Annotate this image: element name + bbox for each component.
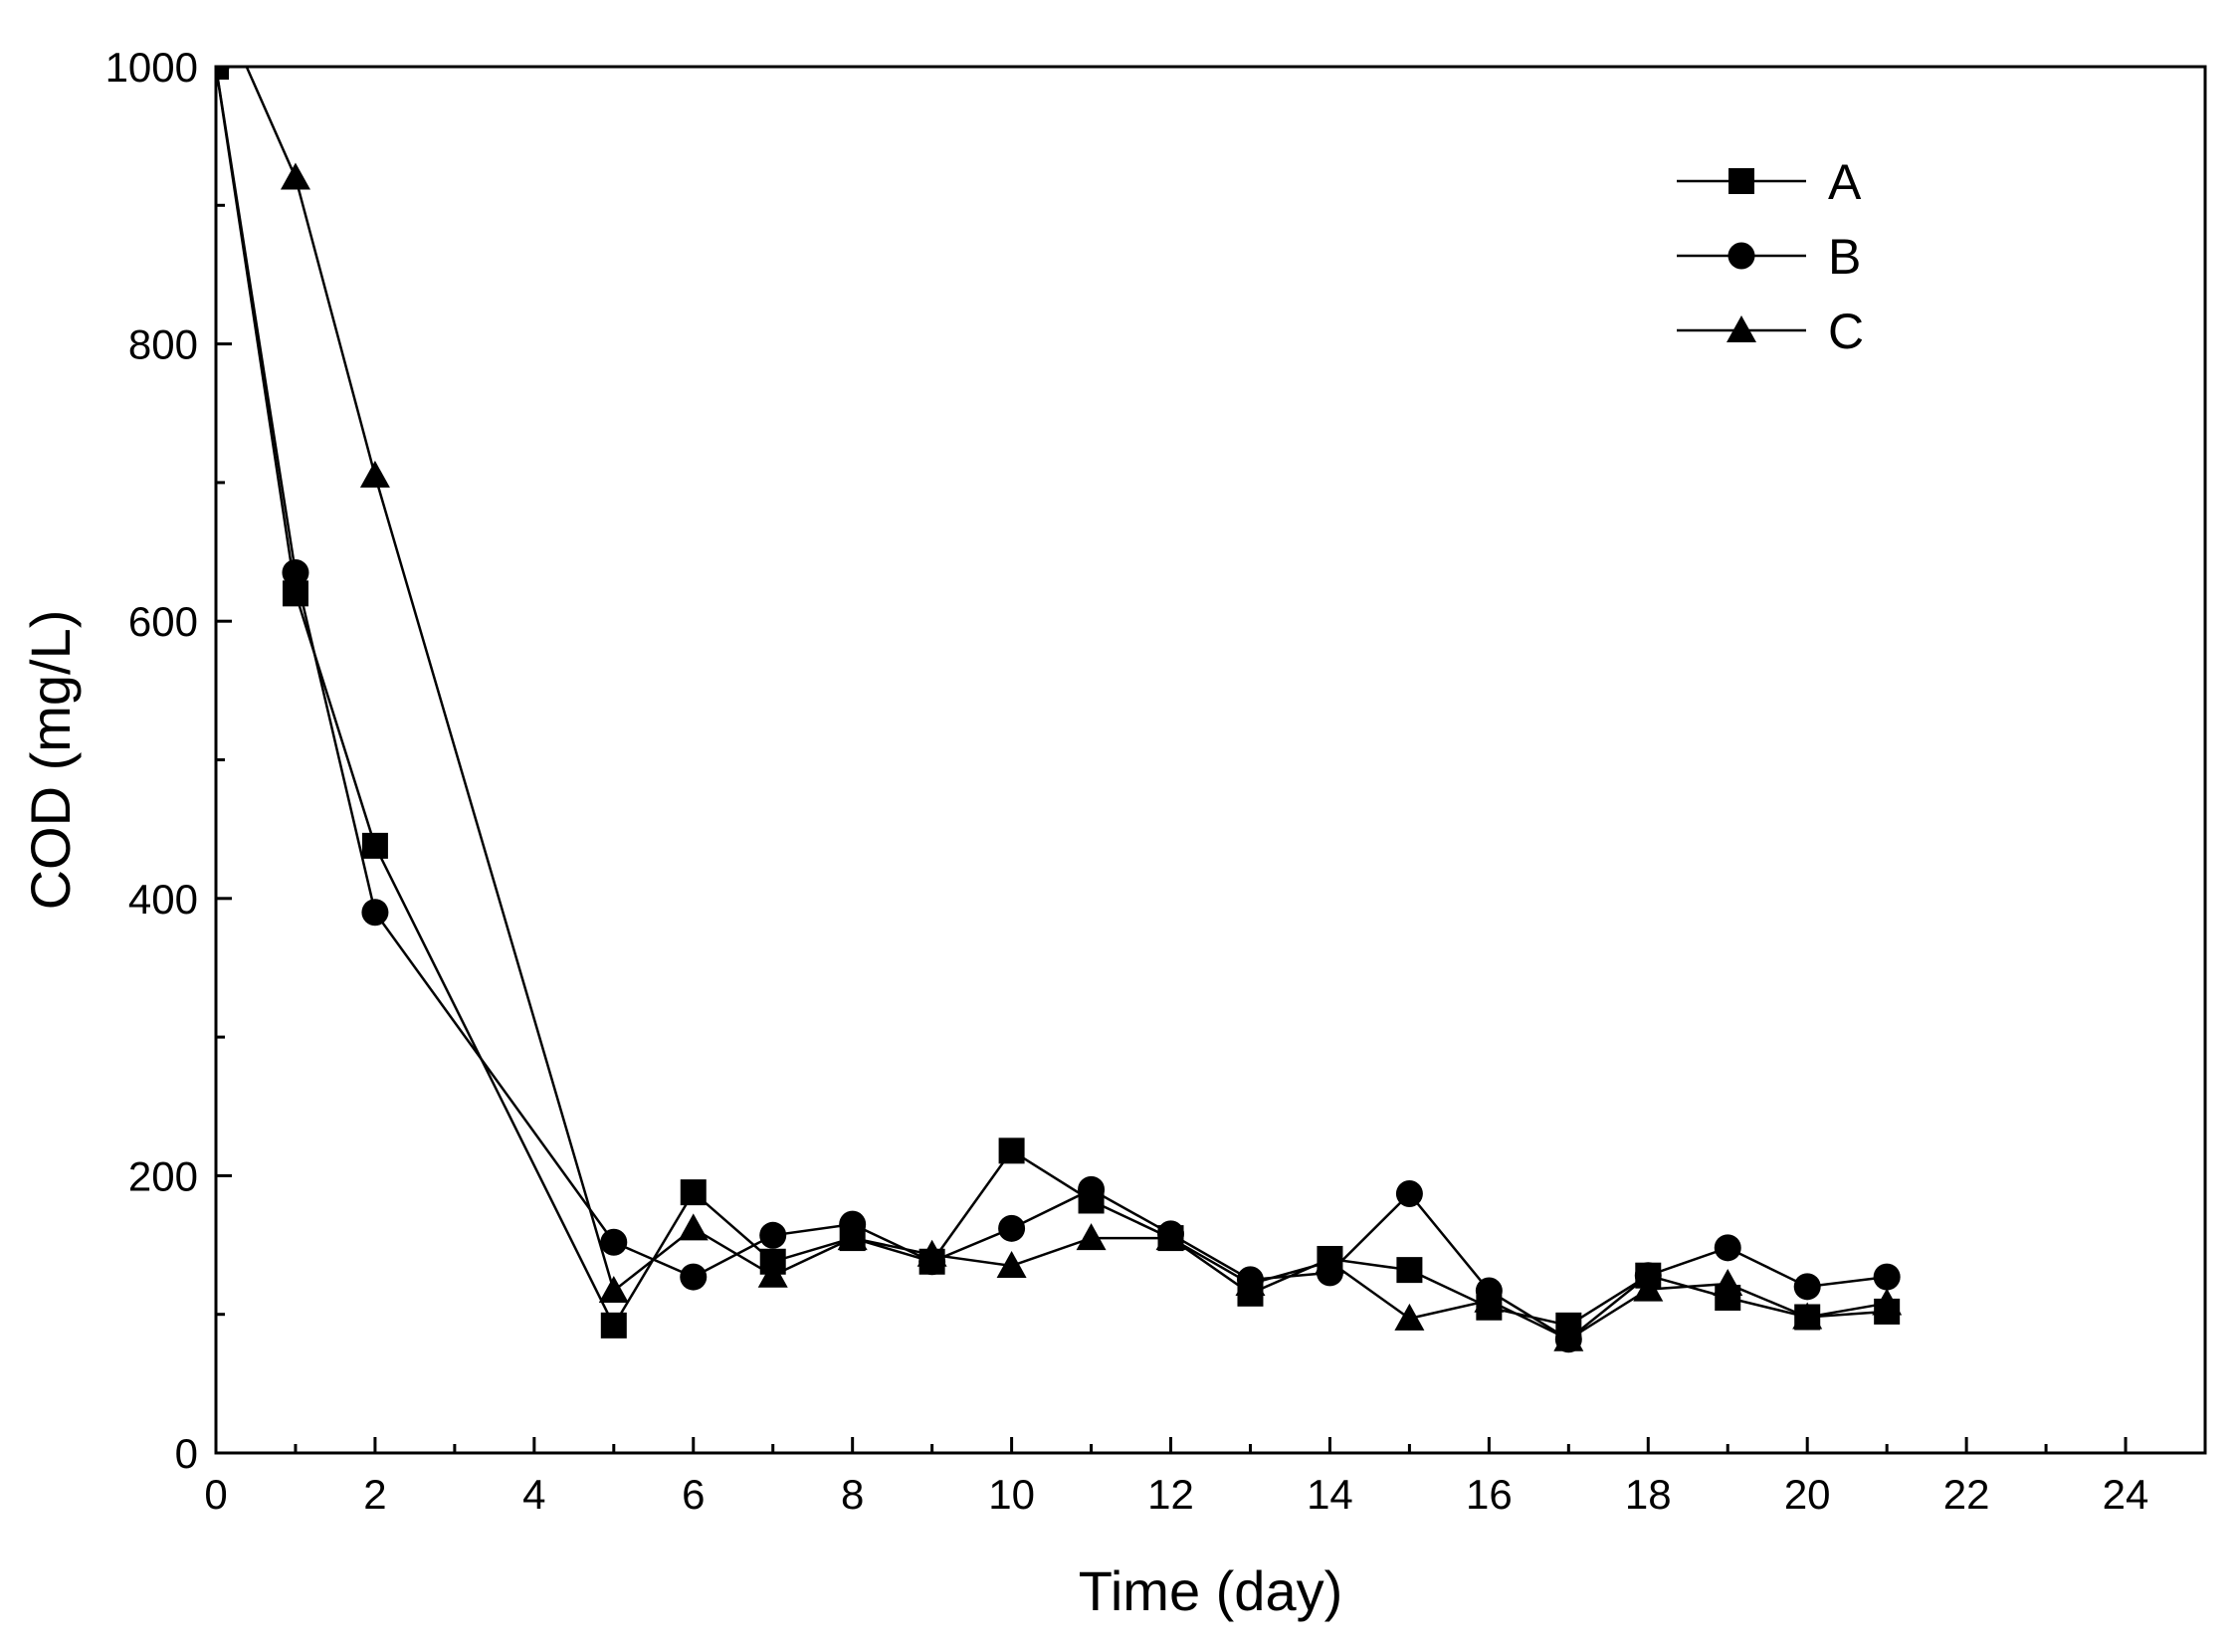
plot-frame	[214, 65, 2207, 1455]
x-tick-label: 12	[1147, 1471, 1194, 1518]
y-tick-label: 200	[128, 1152, 198, 1199]
series-a-point	[361, 832, 388, 859]
series-b-point	[998, 1214, 1026, 1242]
series-c-point	[280, 162, 310, 190]
series-b-point	[1078, 1175, 1106, 1203]
x-tick-label: 8	[841, 1471, 864, 1518]
x-tick-label: 24	[2103, 1471, 2149, 1518]
series-c-point	[1553, 1324, 1584, 1351]
x-tick-label: 2	[363, 1471, 386, 1518]
legend-c-label: C	[1828, 304, 1864, 359]
x-tick-label: 6	[682, 1471, 705, 1518]
y-tick-label: 600	[128, 598, 198, 645]
x-tick-label: 10	[988, 1471, 1035, 1518]
legend-a-label: A	[1828, 154, 1862, 210]
series-c-point	[1713, 1269, 1743, 1297]
x-tick-label: 14	[1307, 1471, 1353, 1518]
legend-c-marker	[1727, 315, 1756, 342]
series-c-point	[201, 0, 231, 9]
series-b-point	[1714, 1234, 1741, 1262]
series-b-point	[216, 67, 230, 81]
series-c-line	[245, 67, 1888, 1342]
series-b-point	[759, 1221, 787, 1249]
y-tick-label: 800	[128, 321, 198, 368]
series-b-point	[1873, 1263, 1901, 1291]
series-c-point	[1474, 1285, 1505, 1313]
x-tick-label: 22	[1943, 1471, 1990, 1518]
series-c-point	[757, 1260, 788, 1288]
y-axis-title: COD (mg/L)	[19, 610, 82, 911]
series-a-point	[1396, 1257, 1423, 1284]
y-tick-label: 1000	[105, 44, 198, 91]
series-b-point	[680, 1263, 708, 1291]
series-a-point	[998, 1137, 1025, 1164]
series-c-point	[1394, 1303, 1425, 1331]
series-b-point	[282, 558, 309, 586]
series-c-point	[1633, 1274, 1664, 1302]
legend-a-marker	[1728, 168, 1754, 194]
series-c-point	[916, 1239, 947, 1267]
series-c-point	[678, 1213, 709, 1241]
x-axis-title: Time (day)	[1079, 1559, 1343, 1622]
series-b-point	[1395, 1180, 1423, 1208]
series-lines	[216, 67, 1888, 1342]
series-a-point	[600, 1312, 627, 1339]
series-b-point	[361, 899, 389, 927]
series-c-point	[1315, 1246, 1345, 1274]
x-tick-label: 0	[204, 1471, 227, 1518]
series-c-point	[1155, 1223, 1186, 1251]
x-tick-label: 20	[1784, 1471, 1831, 1518]
y-tick-label: 0	[175, 1430, 198, 1477]
series-b-line	[216, 67, 1888, 1342]
series-c-point	[1076, 1223, 1107, 1251]
legend: ABC	[1677, 154, 1864, 359]
series-a-line	[216, 67, 1888, 1329]
x-tick-label: 4	[522, 1471, 545, 1518]
series-markers	[201, 0, 1903, 1353]
x-tick-label: 16	[1466, 1471, 1513, 1518]
series-a-point	[680, 1179, 707, 1206]
series-c-point	[598, 1276, 629, 1304]
legend-b-marker	[1728, 242, 1755, 270]
y-tick-label: 400	[128, 876, 198, 923]
series-c-point	[1872, 1288, 1903, 1316]
series-c-point	[1792, 1302, 1823, 1330]
series-b-point	[1793, 1273, 1821, 1301]
series-c-point	[359, 460, 390, 488]
series-b-point	[600, 1228, 628, 1256]
series-c-point	[837, 1223, 868, 1251]
x-tick-label: 18	[1625, 1471, 1672, 1518]
legend-b-label: B	[1828, 229, 1861, 285]
series-c-point	[1235, 1269, 1266, 1297]
series-c-point	[996, 1250, 1027, 1278]
